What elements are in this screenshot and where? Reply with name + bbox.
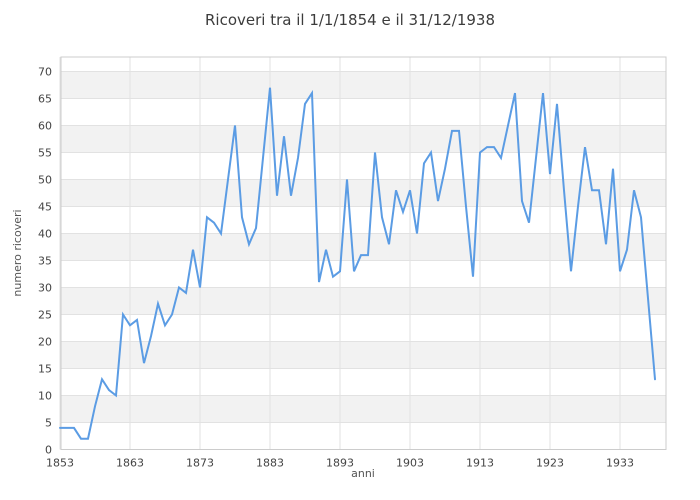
grid-band — [61, 341, 666, 369]
y-tick-label: 0 — [45, 444, 52, 457]
x-tick-label: 1923 — [536, 457, 564, 470]
y-tick-label: 20 — [38, 336, 52, 349]
y-tick-label: 40 — [38, 228, 52, 241]
x-tick-label: 1893 — [326, 457, 354, 470]
y-tick-label: 60 — [38, 120, 52, 133]
grid-band — [61, 395, 666, 423]
y-tick-label: 55 — [38, 147, 52, 160]
y-tick-label: 50 — [38, 174, 52, 187]
y-tick-label: 5 — [45, 417, 52, 430]
grid-band — [61, 71, 666, 99]
x-tick-label: 1863 — [116, 457, 144, 470]
grid-band — [61, 287, 666, 315]
plot-border — [60, 56, 667, 450]
x-axis-title: anni — [351, 467, 375, 480]
x-tick-label: 1883 — [256, 457, 284, 470]
y-tick-label: 45 — [38, 201, 52, 214]
y-axis-title: numero ricoveri — [11, 209, 24, 296]
grid-band — [61, 179, 666, 207]
x-tick-label: 1913 — [466, 457, 494, 470]
data-line — [59, 87, 656, 440]
y-tick-label: 35 — [38, 255, 52, 268]
grid-band — [61, 125, 666, 153]
plot-area: 0 5 10 15 20 25 30 35 40 45 50 55 60 65 70 1853 1863 1873… — [38, 56, 667, 470]
y-tick-label: 65 — [38, 93, 52, 106]
y-tick-label: 70 — [38, 66, 52, 79]
x-tick-label: 1933 — [606, 457, 634, 470]
x-tick-label: 1903 — [396, 457, 424, 470]
y-tick-label: 25 — [38, 309, 52, 322]
chart-title: Ricoveri tra il 1/1/1854 e il 31/12/1938 — [205, 11, 495, 29]
x-tick-label: 1873 — [186, 457, 214, 470]
x-tick-label: 1853 — [46, 457, 74, 470]
y-tick-label: 30 — [38, 282, 52, 295]
y-tick-label: 15 — [38, 363, 52, 376]
y-tick-label: 10 — [38, 390, 52, 403]
